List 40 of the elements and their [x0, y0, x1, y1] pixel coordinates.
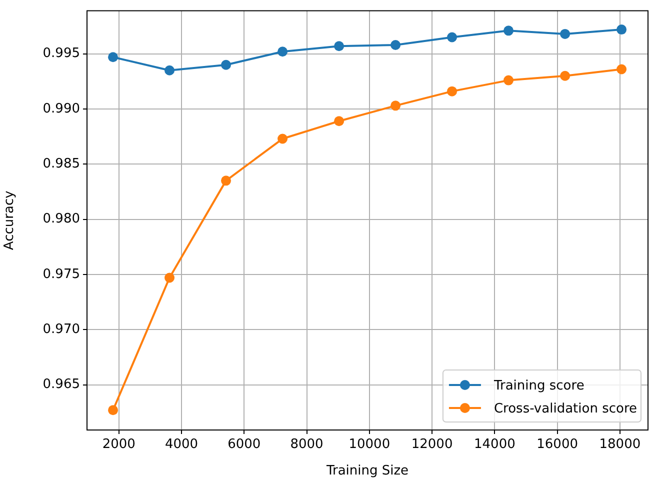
point [278, 134, 288, 144]
x-tick-label: 2000 [102, 437, 136, 452]
x-tick-label: 8000 [290, 437, 324, 452]
point [164, 272, 175, 283]
point [390, 40, 401, 50]
point [616, 24, 627, 35]
y-tick-label: 0.985 [42, 156, 80, 172]
x-tick-label: 14000 [474, 437, 516, 452]
x-tick-label: 16000 [536, 437, 578, 452]
x-axis-title: Training Size [325, 464, 409, 479]
x-tick-label: 10000 [348, 437, 390, 452]
y-tick-label: 0.965 [42, 377, 80, 392]
point [221, 60, 232, 70]
point [560, 28, 570, 39]
y-axis-title: Accuracy [2, 190, 18, 250]
point [504, 26, 514, 36]
legend-label: Training score [492, 378, 584, 394]
y-tick-label: 0.980 [42, 212, 80, 227]
y-tick-label: 0.970 [42, 322, 80, 337]
point [278, 46, 288, 57]
x-tick-label: 6000 [228, 437, 261, 452]
point [334, 116, 344, 126]
point [390, 100, 401, 111]
y-tick-label: 0.990 [42, 101, 80, 116]
x-tick-label: 4000 [164, 437, 198, 452]
point [504, 75, 514, 86]
y-tick-label: 0.995 [42, 46, 80, 62]
point [108, 405, 118, 416]
point [447, 32, 458, 42]
y-tick-label: 0.975 [42, 266, 80, 282]
x-tick-label: 18000 [599, 437, 641, 452]
point [447, 86, 458, 96]
legend-label: Cross-validation score [494, 401, 637, 416]
point [108, 52, 118, 62]
point [560, 70, 570, 81]
point [164, 65, 175, 76]
point [334, 41, 344, 52]
x-tick-label: 12000 [411, 437, 453, 452]
point [616, 64, 627, 74]
point [221, 176, 232, 186]
